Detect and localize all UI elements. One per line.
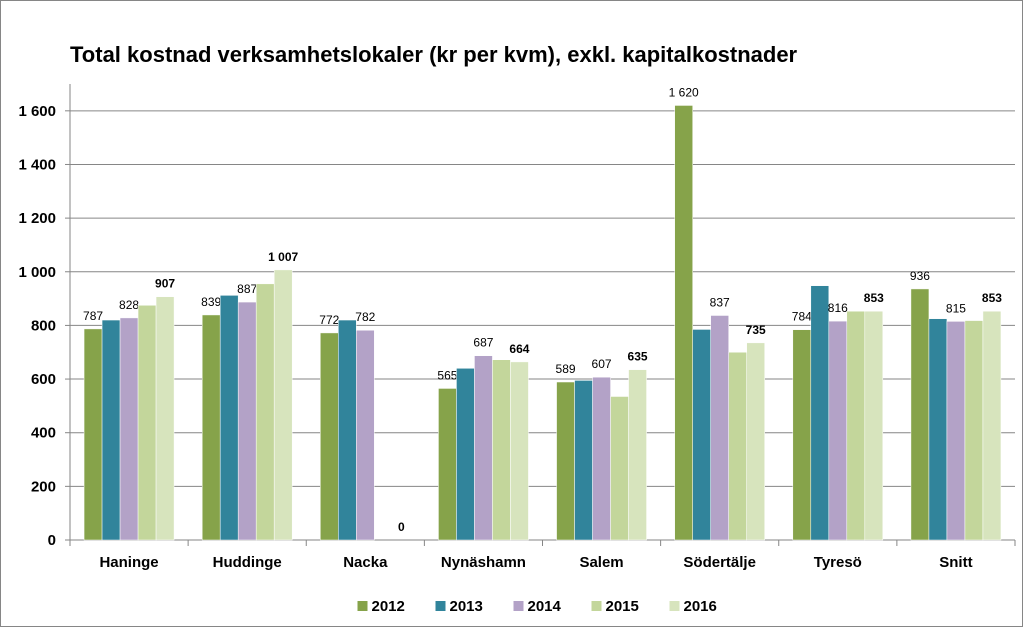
value-label: 607	[592, 357, 612, 371]
bar	[273, 269, 293, 541]
bar	[864, 310, 884, 541]
value-label: 664	[509, 342, 529, 356]
bar	[910, 288, 930, 541]
y-tick-label: 400	[31, 425, 56, 442]
x-tick-label: Tyresö	[814, 554, 862, 571]
value-label: 837	[710, 295, 730, 309]
legend-label: 2013	[450, 598, 483, 615]
y-tick-label: 200	[31, 478, 56, 495]
bar	[946, 321, 966, 541]
value-label: 784	[792, 310, 812, 324]
value-label: 772	[319, 313, 339, 327]
bar	[101, 319, 121, 541]
legend-label: 2014	[528, 598, 562, 615]
value-label: 828	[119, 298, 139, 312]
y-tick-label: 0	[48, 532, 56, 549]
legend-label: 2016	[684, 598, 717, 615]
value-label: 782	[355, 310, 375, 324]
bar	[438, 388, 457, 541]
x-tick-label: Nynäshamn	[441, 554, 526, 571]
bar	[338, 319, 357, 541]
x-tick-label: Huddinge	[213, 554, 282, 571]
value-label: 0	[398, 520, 405, 534]
bar	[574, 380, 593, 541]
legend-label: 2015	[606, 598, 639, 615]
bar	[556, 381, 575, 541]
chart-title: Total kostnad verksamhetslokaler (kr per…	[70, 42, 798, 67]
value-label: 635	[628, 350, 648, 364]
value-label: 887	[237, 282, 257, 296]
bar	[610, 396, 629, 541]
value-label: 853	[864, 291, 884, 305]
value-label: 787	[83, 309, 103, 323]
bar	[628, 369, 647, 541]
bar	[237, 301, 257, 541]
bar	[320, 332, 339, 541]
legend-swatch	[435, 601, 446, 611]
value-label: 1 620	[669, 85, 699, 99]
value-label: 936	[910, 269, 930, 283]
bar	[746, 342, 765, 541]
bar	[846, 310, 866, 541]
value-label: 839	[201, 295, 221, 309]
value-label: 816	[828, 301, 848, 315]
bar	[137, 305, 157, 541]
y-tick-label: 600	[31, 371, 56, 388]
x-tick-label: Snitt	[939, 554, 972, 571]
bar	[792, 329, 812, 541]
value-label: 1 007	[268, 250, 298, 264]
bar	[219, 295, 239, 541]
legend-label: 2012	[372, 598, 405, 615]
bar	[592, 376, 611, 541]
bar	[710, 315, 729, 541]
bar	[674, 105, 693, 541]
bar	[964, 320, 984, 541]
value-label: 735	[746, 323, 766, 337]
value-label: 687	[473, 336, 493, 350]
bar	[255, 283, 275, 541]
bar	[356, 329, 375, 541]
y-tick-label: 1 600	[18, 103, 56, 120]
value-label: 815	[946, 301, 966, 315]
bar	[810, 285, 830, 541]
bar	[982, 310, 1002, 541]
x-tick-label: Haninge	[99, 554, 158, 571]
bar	[456, 368, 475, 541]
bar	[201, 314, 221, 541]
bar	[692, 329, 711, 541]
bar	[492, 359, 511, 541]
legend-swatch	[591, 601, 602, 611]
bar	[119, 317, 139, 541]
bar	[474, 355, 493, 541]
y-tick-label: 800	[31, 317, 56, 334]
bar	[155, 296, 175, 541]
x-tick-label: Nacka	[343, 554, 388, 571]
legend-swatch	[669, 601, 680, 611]
legend-swatch	[357, 601, 368, 611]
bar	[828, 320, 848, 541]
legend-swatch	[513, 601, 524, 611]
value-label: 589	[556, 362, 576, 376]
y-tick-label: 1 000	[18, 264, 56, 281]
value-label: 565	[437, 368, 457, 382]
x-tick-label: Salem	[579, 554, 623, 571]
value-label: 853	[982, 291, 1002, 305]
bar	[728, 351, 747, 541]
bar	[928, 318, 948, 541]
y-tick-label: 1 400	[18, 156, 56, 173]
bar	[83, 328, 103, 541]
y-tick-label: 1 200	[18, 210, 56, 227]
x-tick-label: Södertälje	[683, 554, 756, 571]
bar	[510, 361, 529, 541]
value-label: 907	[155, 277, 175, 291]
